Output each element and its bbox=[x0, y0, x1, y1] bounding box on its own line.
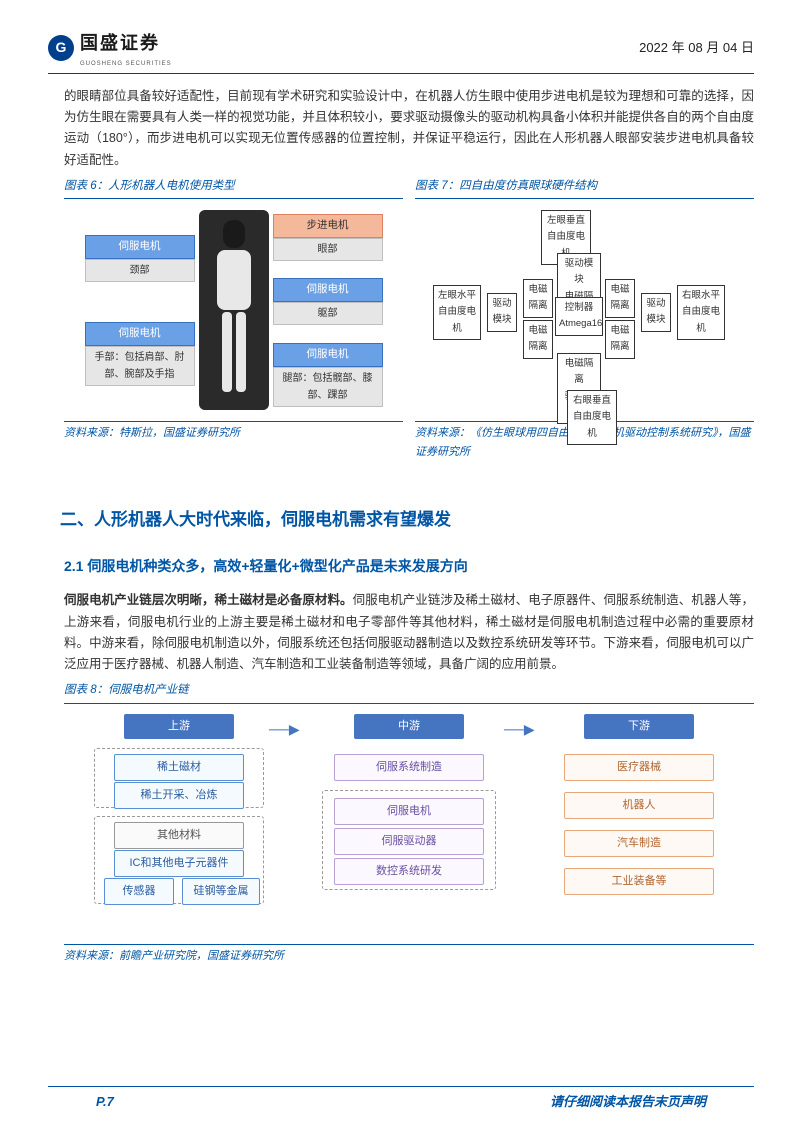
page-number: P.7 bbox=[96, 1091, 114, 1113]
up-4: 传感器 bbox=[104, 878, 174, 905]
up-2: 其他材料 bbox=[114, 822, 244, 849]
fig6-r0-top: 步进电机 bbox=[273, 214, 383, 238]
fig7-motor-lh: 左眼水平自由度电机 bbox=[433, 285, 481, 339]
figure-8-body: 上游 ──▶ 中游 ──▶ 下游 稀土磁材 稀土开采、冶炼 其他材料 IC和其他… bbox=[64, 712, 754, 932]
mid-0: 伺服系统制造 bbox=[334, 754, 484, 781]
brand-name: 国盛证券 bbox=[80, 28, 172, 59]
figure-row-6-7: 图表 6：人形机器人电机使用类型 伺服电机 颈部 伺服电机 手部：包括肩部、肘部… bbox=[64, 177, 754, 462]
up-3: IC和其他电子元器件 bbox=[114, 850, 244, 877]
section-2-heading: 二、人形机器人大时代来临，伺服电机需求有望爆发 bbox=[60, 506, 754, 535]
chain-header-down: 下游 bbox=[584, 714, 694, 739]
logo-icon: G bbox=[48, 35, 74, 61]
figure-8-title: 图表 8：伺服电机产业链 bbox=[64, 681, 754, 704]
figure-6-body: 伺服电机 颈部 伺服电机 手部：包括肩部、肘部、腕部及手指 bbox=[64, 205, 403, 415]
up-5: 硅钢等金属 bbox=[182, 878, 260, 905]
down-3: 工业装备等 bbox=[564, 868, 714, 895]
fig7-em-bl: 电磁隔离 bbox=[523, 320, 553, 358]
para-lead: 伺服电机产业链层次明晰，稀土磁材是必备原材料。 bbox=[64, 593, 353, 607]
fig7-em-tl: 电磁隔离 bbox=[523, 279, 553, 317]
fig6-right-2: 伺服电机 腿部：包括髋部、膝部、踝部 bbox=[273, 343, 383, 407]
fig7-em-tr: 电磁隔离 bbox=[605, 279, 635, 317]
fig6-r1-top: 伺服电机 bbox=[273, 278, 383, 302]
mid-1: 伺服电机 bbox=[334, 798, 484, 825]
arrow-icon: ──▶ bbox=[504, 718, 535, 742]
up-1: 稀土开采、冶炼 bbox=[114, 782, 244, 809]
chain-header-mid: 中游 bbox=[354, 714, 464, 739]
figure-7-body: 左眼垂直自由度电机 驱动模块 电磁隔离 左眼水平自由度电机 驱动模块 电磁隔离 … bbox=[415, 205, 754, 415]
section-2-1-para: 伺服电机产业链层次明晰，稀土磁材是必备原材料。伺服电机产业链涉及稀土磁材、电子原… bbox=[64, 590, 754, 675]
fig6-left-1: 伺服电机 手部：包括肩部、肘部、腕部及手指 bbox=[85, 322, 195, 386]
fig7-em-br: 电磁隔离 bbox=[605, 320, 635, 358]
fig6-right-1: 伺服电机 躯部 bbox=[273, 278, 383, 325]
fig6-right-labels: 步进电机 眼部 伺服电机 躯部 伺服电机 腿部：包括髋部、膝部、踝部 bbox=[273, 210, 393, 410]
fig6-r1-bot: 躯部 bbox=[273, 302, 383, 325]
section-2-1-heading: 2.1 伺服电机种类众多，高效+轻量化+微型化产品是未来发展方向 bbox=[64, 555, 754, 579]
fig7-motor-rv: 右眼垂直自由度电机 bbox=[567, 390, 617, 444]
fig7-center: 控制器Atmega16 bbox=[555, 297, 603, 335]
fig7-drv-r: 驱动模块 bbox=[641, 293, 671, 331]
report-date: 2022 年 08 月 04 日 bbox=[639, 37, 754, 59]
fig6-r2-top: 伺服电机 bbox=[273, 343, 383, 367]
fig6-right-0: 步进电机 眼部 bbox=[273, 214, 383, 261]
figure-6-caption: 资料来源：特斯拉，国盛证券研究所 bbox=[64, 421, 403, 443]
figure-7: 图表 7：四自由度仿真眼球硬件结构 左眼垂直自由度电机 驱动模块 电磁隔离 左眼… bbox=[415, 177, 754, 462]
arrow-icon: ──▶ bbox=[269, 718, 300, 742]
fig7-drv-l: 驱动模块 bbox=[487, 293, 517, 331]
mid-2: 伺服驱动器 bbox=[334, 828, 484, 855]
fig7-motor-rh: 右眼水平自由度电机 bbox=[677, 285, 725, 339]
chain-header-up: 上游 bbox=[124, 714, 234, 739]
robot-image bbox=[199, 210, 269, 410]
brand-logo: G 国盛证券 GUOSHENG SECURITIES bbox=[48, 28, 172, 69]
figure-8-caption: 资料来源：前瞻产业研究院，国盛证券研究所 bbox=[64, 944, 754, 966]
down-1: 机器人 bbox=[564, 792, 714, 819]
fig6-l0-top: 伺服电机 bbox=[85, 235, 195, 259]
fig6-r2-bot: 腿部：包括髋部、膝部、踝部 bbox=[273, 367, 383, 407]
figure-6: 图表 6：人形机器人电机使用类型 伺服电机 颈部 伺服电机 手部：包括肩部、肘部… bbox=[64, 177, 403, 462]
fig6-l1-top: 伺服电机 bbox=[85, 322, 195, 346]
fig6-left-0: 伺服电机 颈部 bbox=[85, 235, 195, 282]
mid-3: 数控系统研发 bbox=[334, 858, 484, 885]
figure-7-title: 图表 7：四自由度仿真眼球硬件结构 bbox=[415, 177, 754, 200]
down-0: 医疗器械 bbox=[564, 754, 714, 781]
figure-6-title: 图表 6：人形机器人电机使用类型 bbox=[64, 177, 403, 200]
fig6-l0-bot: 颈部 bbox=[85, 259, 195, 282]
up-0: 稀土磁材 bbox=[114, 754, 244, 781]
fig6-left-labels: 伺服电机 颈部 伺服电机 手部：包括肩部、肘部、腕部及手指 bbox=[75, 220, 195, 400]
footer-note: 请仔细阅读本报告末页声明 bbox=[550, 1091, 706, 1113]
page-footer: P.7 请仔细阅读本报告末页声明 bbox=[48, 1086, 754, 1113]
fig6-l1-bot: 手部：包括肩部、肘部、腕部及手指 bbox=[85, 346, 195, 386]
down-2: 汽车制造 bbox=[564, 830, 714, 857]
page-header: G 国盛证券 GUOSHENG SECURITIES 2022 年 08 月 0… bbox=[48, 28, 754, 74]
fig6-r0-bot: 眼部 bbox=[273, 238, 383, 261]
brand-subtitle: GUOSHENG SECURITIES bbox=[80, 59, 172, 69]
paragraph-intro: 的眼睛部位具备较好适配性，目前现有学术研究和实验设计中，在机器人仿生眼中使用步进… bbox=[64, 86, 754, 171]
